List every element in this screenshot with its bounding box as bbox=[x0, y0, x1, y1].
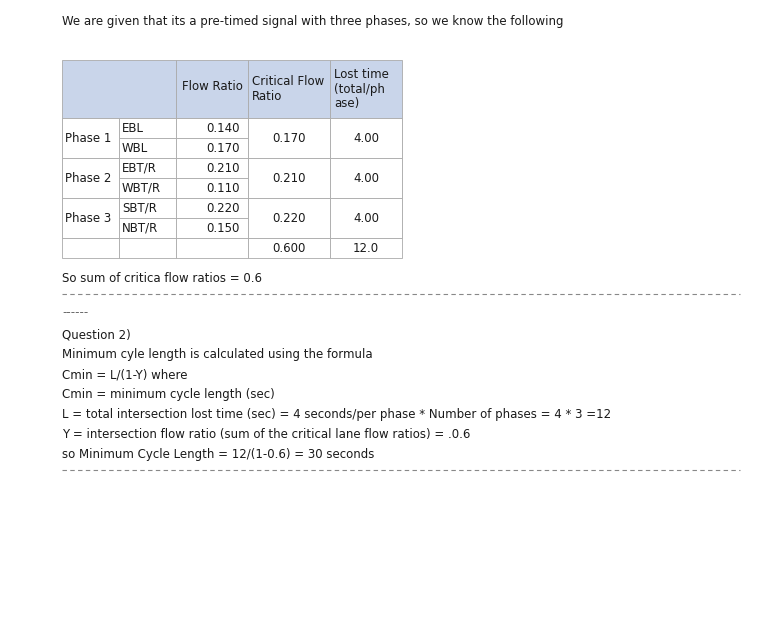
Text: 0.210: 0.210 bbox=[272, 171, 306, 184]
Bar bbox=[248, 178, 330, 198]
Bar bbox=[119, 218, 176, 238]
Text: 0.170: 0.170 bbox=[272, 131, 306, 144]
Text: L = total intersection lost time (sec) = 4 seconds/per phase * Number of phases : L = total intersection lost time (sec) =… bbox=[62, 408, 611, 421]
Bar bbox=[248, 158, 330, 178]
Bar bbox=[176, 118, 248, 138]
Text: WBL: WBL bbox=[122, 141, 148, 154]
Bar bbox=[62, 60, 176, 118]
Bar bbox=[176, 238, 248, 258]
Text: Phase 1: Phase 1 bbox=[65, 131, 111, 144]
Text: Y = intersection flow ratio (sum of the critical lane flow ratios) = .0.6: Y = intersection flow ratio (sum of the … bbox=[62, 428, 470, 441]
Bar bbox=[62, 218, 119, 238]
Text: We are given that its a pre-timed signal with three phases, so we know the follo: We are given that its a pre-timed signal… bbox=[62, 15, 563, 28]
Text: ------: ------ bbox=[62, 306, 88, 319]
Bar bbox=[176, 60, 248, 118]
Bar bbox=[330, 118, 402, 158]
Text: Cmin = L/(1-Y) where: Cmin = L/(1-Y) where bbox=[62, 368, 187, 381]
Bar bbox=[330, 60, 402, 118]
Text: EBL: EBL bbox=[122, 121, 144, 134]
Bar bbox=[330, 198, 402, 218]
Text: 4.00: 4.00 bbox=[353, 131, 379, 144]
Bar bbox=[119, 238, 176, 258]
Text: 4.00: 4.00 bbox=[353, 211, 379, 224]
Bar bbox=[176, 218, 248, 238]
Text: Lost time
(total/ph
ase): Lost time (total/ph ase) bbox=[334, 68, 389, 111]
Text: NBT/R: NBT/R bbox=[122, 221, 158, 234]
Bar bbox=[176, 138, 248, 158]
Text: EBT/R: EBT/R bbox=[122, 161, 157, 174]
Text: 0.170: 0.170 bbox=[206, 141, 240, 154]
Text: 0.600: 0.600 bbox=[272, 241, 306, 254]
Bar bbox=[330, 158, 402, 198]
Bar bbox=[176, 158, 248, 178]
Bar bbox=[248, 218, 330, 238]
Bar bbox=[248, 238, 330, 258]
Bar bbox=[119, 158, 176, 178]
Bar bbox=[119, 118, 176, 138]
Text: 0.220: 0.220 bbox=[272, 211, 306, 224]
Text: WBT/R: WBT/R bbox=[122, 181, 161, 194]
Text: 0.110: 0.110 bbox=[206, 181, 240, 194]
Bar bbox=[62, 158, 119, 198]
Bar bbox=[330, 198, 402, 238]
Bar bbox=[248, 138, 330, 158]
Bar bbox=[62, 118, 119, 158]
Text: SBT/R: SBT/R bbox=[122, 201, 157, 214]
Bar bbox=[62, 198, 119, 218]
Bar bbox=[62, 138, 119, 158]
Bar bbox=[119, 178, 176, 198]
Bar bbox=[330, 118, 402, 138]
Bar bbox=[248, 118, 330, 138]
Text: Question 2): Question 2) bbox=[62, 328, 131, 341]
Bar bbox=[248, 198, 330, 218]
Bar bbox=[62, 158, 119, 178]
Bar bbox=[176, 178, 248, 198]
Text: So sum of critica flow ratios = 0.6: So sum of critica flow ratios = 0.6 bbox=[62, 272, 262, 285]
Text: Phase 2: Phase 2 bbox=[65, 171, 111, 184]
Text: Flow Ratio: Flow Ratio bbox=[182, 79, 243, 92]
Text: 0.220: 0.220 bbox=[206, 201, 240, 214]
Bar bbox=[62, 178, 119, 198]
Bar bbox=[330, 238, 402, 258]
Bar bbox=[330, 138, 402, 158]
Bar bbox=[62, 118, 119, 138]
Bar bbox=[119, 198, 176, 218]
Bar bbox=[248, 60, 330, 118]
Bar bbox=[248, 118, 330, 158]
Text: Cmin = minimum cycle length (sec): Cmin = minimum cycle length (sec) bbox=[62, 388, 275, 401]
Bar bbox=[248, 158, 330, 198]
Bar bbox=[330, 158, 402, 178]
Text: 12.0: 12.0 bbox=[353, 241, 379, 254]
Text: so Minimum Cycle Length = 12/(1-0.6) = 30 seconds: so Minimum Cycle Length = 12/(1-0.6) = 3… bbox=[62, 448, 374, 461]
Bar bbox=[62, 238, 119, 258]
Bar bbox=[330, 218, 402, 238]
Bar bbox=[248, 198, 330, 238]
Text: Phase 3: Phase 3 bbox=[65, 211, 111, 224]
Bar bbox=[62, 198, 119, 238]
Bar bbox=[176, 198, 248, 218]
Text: Critical Flow
Ratio: Critical Flow Ratio bbox=[252, 75, 324, 103]
Text: 0.210: 0.210 bbox=[206, 161, 240, 174]
Text: Minimum cyle length is calculated using the formula: Minimum cyle length is calculated using … bbox=[62, 348, 373, 361]
Bar bbox=[119, 138, 176, 158]
Text: 0.150: 0.150 bbox=[207, 221, 240, 234]
Text: 4.00: 4.00 bbox=[353, 171, 379, 184]
Bar bbox=[330, 178, 402, 198]
Text: 0.140: 0.140 bbox=[206, 121, 240, 134]
